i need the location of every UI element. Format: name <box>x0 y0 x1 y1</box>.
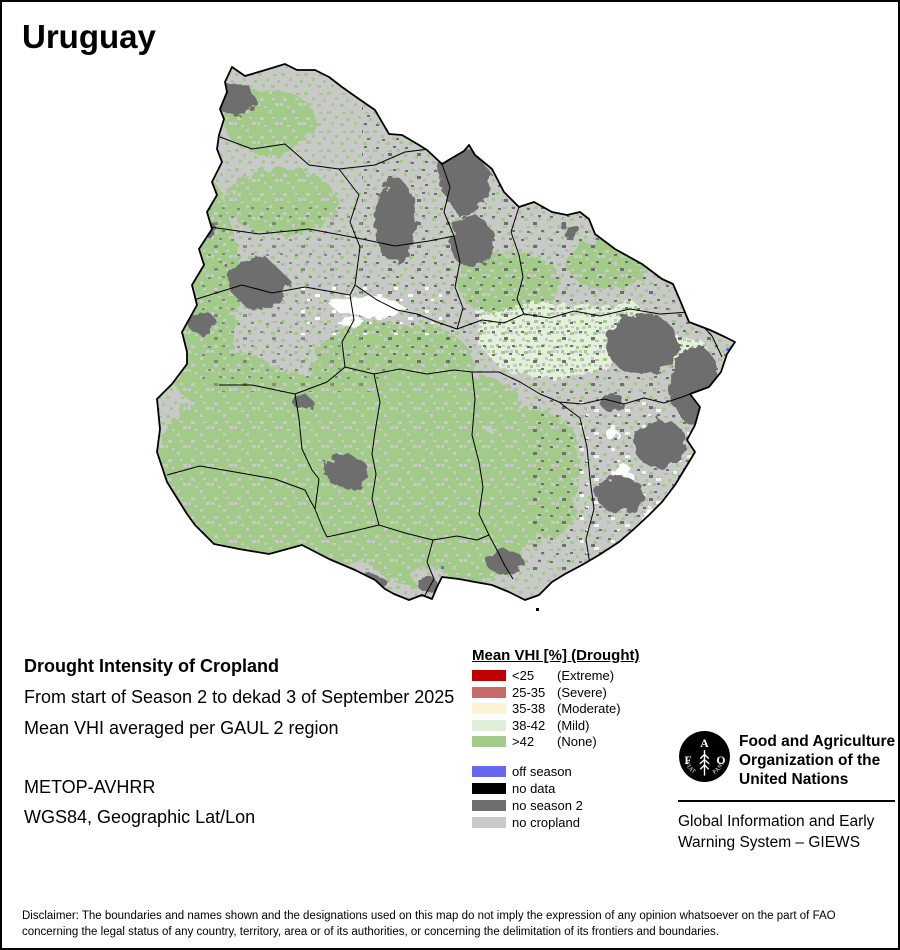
map-sensor-line: METOP-AVHRR <box>24 777 156 797</box>
legend-swatch-mild <box>472 719 506 731</box>
uruguay-drought-map <box>142 52 742 617</box>
legend-row: >42 (None) <box>472 734 621 749</box>
fao-logo-icon: A F O FIAT PANIS <box>678 730 730 782</box>
org-name-line1: Food and Agriculture <box>739 733 896 750</box>
legend-extra-classes: off season no data no season 2 no cropla… <box>472 764 583 834</box>
legend-value: 38-42 <box>512 717 546 733</box>
giews-line2: Warning System – GIEWS <box>678 834 861 851</box>
map-subject-heading: Drought Intensity of Cropland <box>24 656 279 676</box>
map-aggregation-line: Mean VHI averaged per GAUL 2 region <box>24 718 339 738</box>
legend-row: <25 (Extreme) <box>472 668 621 683</box>
legend-row: no cropland <box>472 815 583 830</box>
org-name: Food and Agriculture Organization of the… <box>739 732 895 789</box>
disclaimer-text: Disclaimer: The boundaries and names sho… <box>22 908 836 940</box>
map-period-line: From start of Season 2 to dekad 3 of Sep… <box>24 687 455 707</box>
legend-row: 35-38 (Moderate) <box>472 701 621 716</box>
disclaimer-line1: Disclaimer: The boundaries and names sho… <box>22 910 836 922</box>
legend-value: <25 <box>512 668 535 683</box>
legend-row: off season <box>472 764 583 779</box>
legend-value: 25-35 <box>512 684 546 700</box>
legend-label: (None) <box>557 734 597 749</box>
legend-swatch-no-data <box>472 783 506 794</box>
legend-label: (Mild) <box>557 717 590 733</box>
legend-swatch-none <box>472 736 506 747</box>
legend-label: no cropland <box>512 815 580 830</box>
legend-label: (Moderate) <box>557 701 621 716</box>
org-divider <box>678 800 895 802</box>
disclaimer-line2: concerning the legal status of any count… <box>22 926 719 938</box>
giews-line1: Global Information and Early <box>678 813 875 830</box>
giews-label: Global Information and Early Warning Sys… <box>678 811 874 853</box>
svg-text:F: F <box>685 754 692 767</box>
island-dot <box>536 608 539 611</box>
department-boundaries <box>166 136 723 596</box>
map-region-off-season <box>441 348 730 569</box>
legend-swatch-extreme <box>472 670 506 681</box>
svg-text:A: A <box>700 737 709 750</box>
org-name-line3: United Nations <box>739 771 849 788</box>
legend-swatch-no-cropland <box>472 817 506 828</box>
uruguay-map-svg <box>156 63 736 611</box>
legend-swatch-no-season2 <box>472 800 506 811</box>
legend-row: no season 2 <box>472 798 583 813</box>
legend-title: Mean VHI [%] (Drought) <box>472 647 640 664</box>
legend-label: no season 2 <box>512 798 583 813</box>
legend-value: >42 <box>512 734 535 749</box>
legend-swatch-off-season <box>472 766 506 777</box>
legend-value: 35-38 <box>512 701 546 716</box>
legend-label: no data <box>512 781 556 796</box>
legend-swatch-moderate <box>472 703 506 714</box>
legend-swatch-severe <box>472 686 506 698</box>
legend-row: no data <box>472 781 583 796</box>
svg-text:O: O <box>716 754 725 767</box>
legend-row: 38-42 (Mild) <box>472 717 621 733</box>
legend-label: (Extreme) <box>557 668 615 683</box>
page-title: Uruguay <box>22 18 156 55</box>
legend-label: (Severe) <box>557 684 607 700</box>
legend-row: 25-35 (Severe) <box>472 684 621 700</box>
map-projection-line: WGS84, Geographic Lat/Lon <box>24 807 256 827</box>
legend-drought-classes: <25 (Extreme) 25-35 (Severe) 35-38 (Moderat… <box>472 668 621 753</box>
org-name-line2: Organization of the <box>739 752 881 769</box>
legend-label: off season <box>512 764 572 779</box>
